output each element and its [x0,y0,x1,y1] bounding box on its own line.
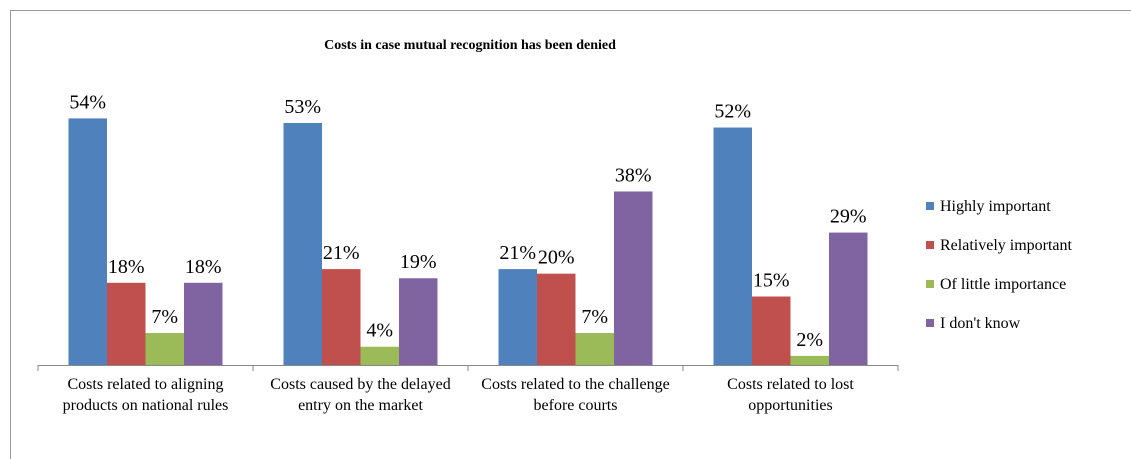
data-label: 38% [615,164,652,186]
bar [498,269,537,365]
chart-title: Costs in case mutual recognition has bee… [324,38,616,53]
bar [790,355,829,365]
data-label: 15% [753,270,790,292]
legend-swatch [926,241,934,249]
bar [107,282,146,365]
bar [614,191,653,365]
bar [283,122,322,365]
data-label: 21% [323,242,360,264]
bar [537,273,576,365]
bar [399,278,438,365]
legend-label: I don't know [940,315,1021,332]
data-label: 7% [581,306,608,328]
bar [713,127,752,366]
bar [829,232,868,365]
data-label: 18% [108,256,145,278]
data-label: 18% [185,256,222,278]
bar [184,282,223,365]
chart-border [10,10,1131,459]
legend-label: Relatively important [940,237,1073,254]
data-label: 19% [400,251,437,273]
legend-swatch [926,319,934,327]
data-label: 29% [830,206,867,228]
data-label: 53% [284,96,321,118]
bar [752,296,791,365]
bar [360,346,399,365]
data-label: 21% [499,242,536,264]
data-label: 54% [69,91,106,113]
data-label: 7% [151,306,178,328]
bar [68,118,107,366]
legend-label: Highly important [940,198,1051,215]
bar [575,333,614,365]
x-tick-label: Costs related to the challenge before co… [481,376,670,414]
legend-label: Of little importance [940,276,1066,293]
data-label: 2% [796,329,823,351]
legend-swatch [926,202,934,210]
legend-swatch [926,280,934,288]
x-tick-label: Costs caused by the delayed entry on the… [270,376,451,414]
x-tick-label: Costs related to aligning products on na… [62,376,229,414]
bar [322,269,361,365]
data-label: 4% [366,320,393,342]
data-label: 20% [538,247,575,269]
data-label: 52% [714,101,751,123]
bar [145,333,184,365]
x-tick-label: Costs related to lost opportunities [727,376,854,414]
